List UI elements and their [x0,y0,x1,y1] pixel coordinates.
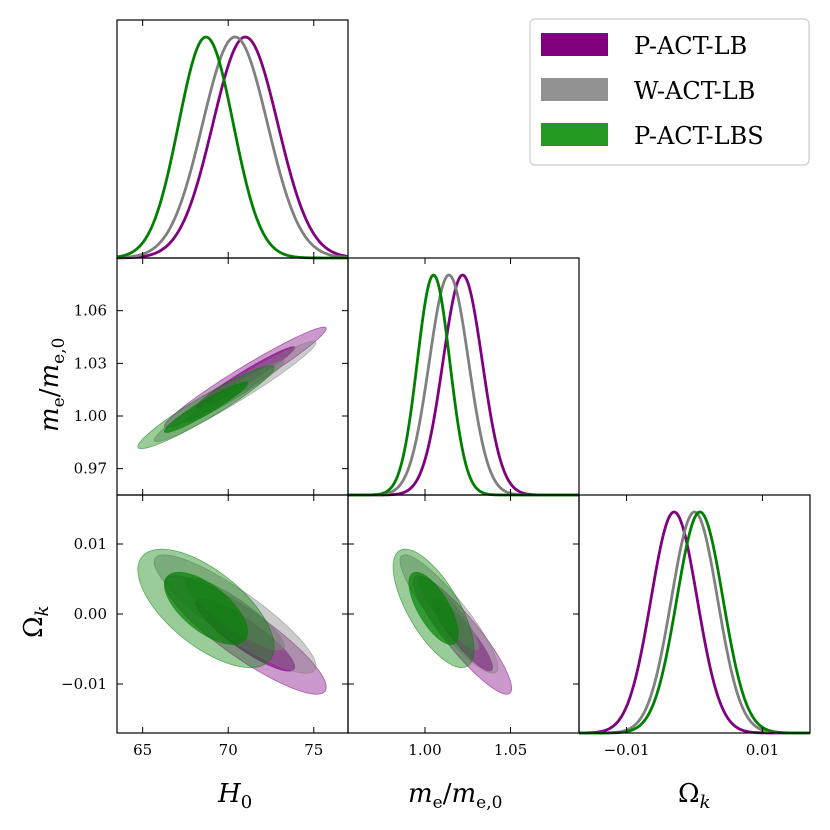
panel-frame-2-2 [578,494,811,734]
marginal-p-act-lb-me [348,273,579,497]
x-axis-label-me: me/me,0 [408,779,502,813]
tick-layer: 65 70 75 1.00 1.05 −0.01 0.01 0.97 1.00 1.03 1.06 −… [61,20,779,759]
y-axis-label-ok: Ωk [19,606,53,638]
y-tick-label-me: 1.03 [74,354,107,372]
legend-swatch-p-act-lbs [541,123,608,146]
legend: P-ACT-LB W-ACT-LB P-ACT-LBS [529,18,810,166]
y-axis-label-me: me/me,0 [35,338,69,432]
y-tick-label-Ok: 0.01 [74,535,107,553]
marginal-p-act-lbs-me [348,273,579,497]
x-axis-label-h0: H0 [217,779,252,813]
y-tick-label-Ok: 0.00 [74,605,107,623]
marginal-w-act-lb-me [348,273,579,497]
legend-swatch-w-act-lb [541,78,608,101]
x-tick-label-H0: 65 [133,741,152,759]
marginal-p-act-lbs-H0 [116,35,348,260]
contour-panel-H0-Ok [137,548,327,695]
legend-label-p-act-lb: P-ACT-LB [634,32,747,60]
contour-68-p-act-lbs-H0-me [163,381,248,433]
x-tick-label-me: 1.05 [494,741,527,759]
marginal-p-act-lb-H0 [116,35,349,260]
marginal-p-act-lbs-Ok [579,510,810,735]
y-tick-label-Ok: −0.01 [61,675,107,693]
legend-label-w-act-lb: W-ACT-LB [634,77,755,105]
marginal-p-act-lb-Ok [578,510,810,735]
marginal-w-act-lb-Ok [579,510,810,735]
x-tick-label-H0: 75 [304,741,323,759]
svg-text:me/me,0: me/me,0 [35,338,69,432]
x-tick-label-Ok: 0.01 [746,741,779,759]
y-tick-label-me: 1.00 [74,407,107,425]
x-tick-label-H0: 70 [219,741,238,759]
legend-swatch-p-act-lb [541,33,608,56]
legend-label-p-act-lbs: P-ACT-LBS [634,122,764,150]
y-tick-label-me: 0.97 [74,460,107,478]
x-tick-label-Ok: −0.01 [604,741,650,759]
svg-text:Ωk: Ωk [19,606,53,638]
x-axis-label-ok: Ωk [678,779,710,813]
contour-panel-H0-me [137,326,327,450]
y-tick-label-me: 1.06 [74,302,107,320]
contour-68-p-act-lbs-H0-Ok [163,571,248,645]
contour-panel-me-Ok [392,548,513,695]
x-tick-label-me: 1.00 [408,741,441,759]
contour-layer [137,326,513,695]
contour-68-p-act-lbs-me-Ok [408,571,459,645]
marginal-w-act-lb-H0 [116,35,349,260]
